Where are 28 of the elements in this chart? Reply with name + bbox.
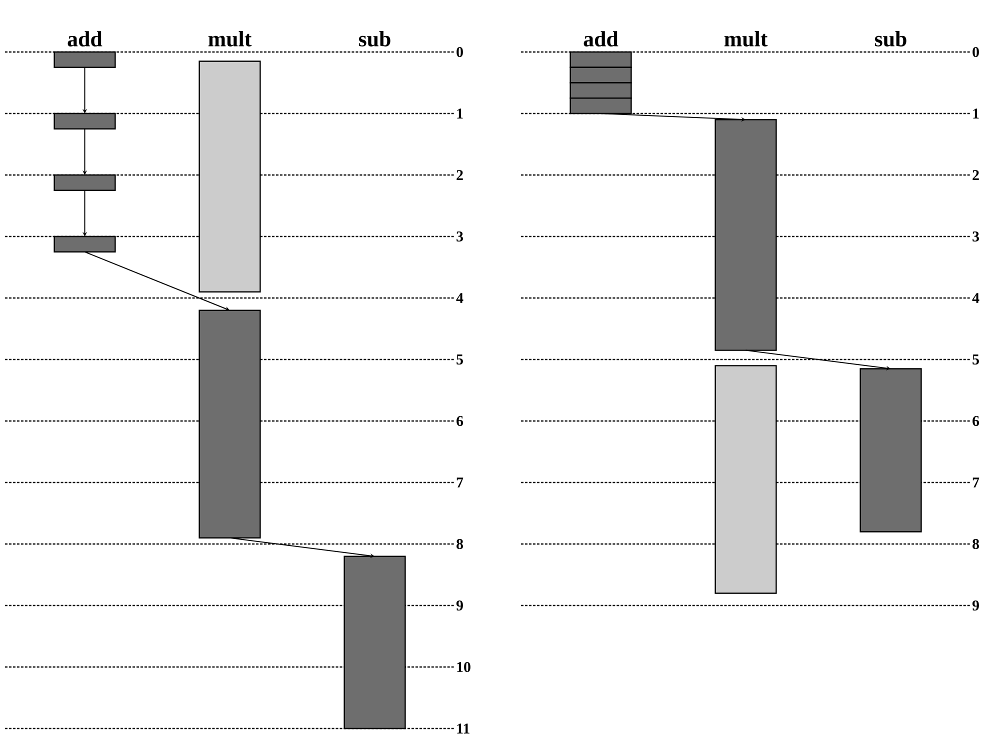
y-tick-label: 3 (972, 231, 979, 242)
y-tick-label: 7 (456, 478, 464, 488)
y-tick-label: 6 (456, 416, 464, 426)
y-tick-label: 0 (972, 46, 979, 58)
y-tick-label: 5 (972, 354, 979, 364)
y-tick-label: 3 (456, 231, 463, 242)
y-tick-label: 10 (457, 662, 470, 672)
y-tick-label: 9 (456, 600, 463, 611)
y-tick-label: 7 (972, 478, 980, 488)
y-tick-label: 6 (972, 416, 980, 426)
x-tick-label: sub (874, 31, 906, 46)
y-tick-label: 2 (972, 170, 979, 180)
x-tick-label: mult (208, 31, 252, 46)
x-tick-label: mult (724, 31, 768, 46)
y-tick-label: 8 (972, 538, 980, 550)
y-tick-label: 9 (972, 600, 979, 611)
x-tick-label: add (584, 31, 618, 46)
y-tick-label: 11 (457, 724, 470, 734)
y-tick-label: 1 (457, 108, 463, 118)
y-tick-label: 0 (456, 46, 463, 58)
y-tick-label: 8 (456, 538, 463, 550)
y-tick-label: 4 (456, 293, 464, 303)
x-tick-label: add (68, 31, 102, 46)
y-tick-label: 2 (456, 170, 463, 180)
x-tick-label: sub (358, 31, 390, 46)
y-tick-label: 1 (973, 108, 979, 118)
y-tick-label: 5 (456, 354, 463, 364)
y-tick-label: 4 (972, 293, 980, 303)
